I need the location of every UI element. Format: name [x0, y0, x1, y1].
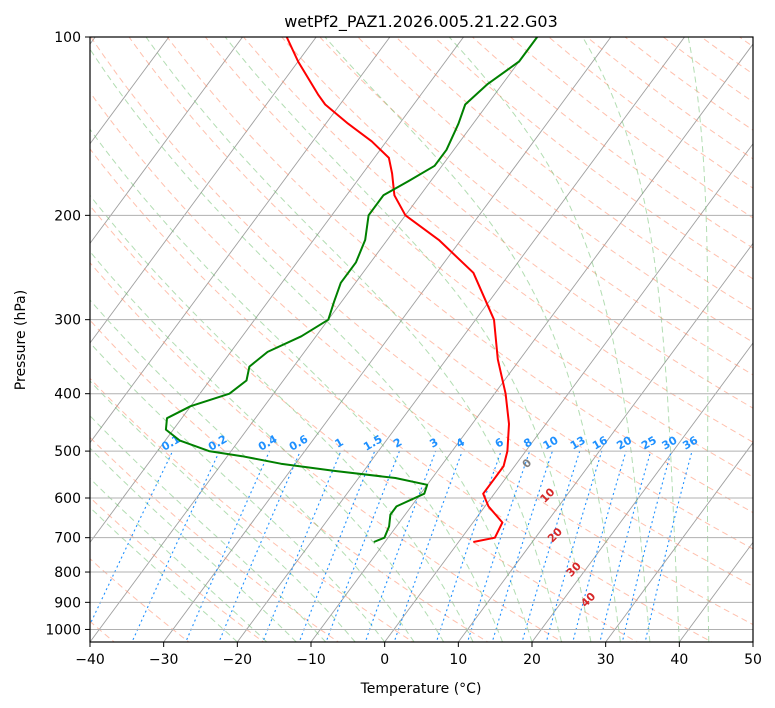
- y-tick-label: 600: [54, 491, 81, 507]
- x-tick-label: −20: [223, 652, 253, 668]
- isotherm-line: [90, 37, 538, 642]
- x-tick-label: −30: [149, 652, 179, 668]
- isotherm-line: [90, 37, 244, 245]
- isotherm-line: [90, 37, 391, 444]
- moist-adiabat-line: [90, 506, 238, 642]
- x-tick-label: 20: [523, 652, 541, 668]
- x-tick-label: −40: [75, 652, 105, 668]
- isotherm-line: [310, 43, 753, 642]
- mixing-ratio-line: [545, 450, 603, 642]
- mixing-ratio-line: [262, 450, 342, 642]
- y-tick-label: 1000: [45, 622, 81, 638]
- y-tick-label: 500: [54, 444, 81, 460]
- moist-adiabat-line: [145, 37, 562, 642]
- mixing-ratio-line: [131, 450, 220, 642]
- dry-adiabat-line: [90, 204, 639, 642]
- background-lines: [90, 37, 753, 642]
- isotherm-line: [605, 441, 753, 642]
- y-tick-label: 800: [54, 565, 81, 581]
- isotherm-line: [90, 37, 317, 344]
- x-tick-label: 10: [449, 652, 467, 668]
- mixing-ratio-line: [393, 450, 463, 642]
- mixing-ratio-line: [491, 450, 553, 642]
- moist-adiabat-line: [687, 37, 710, 642]
- mixing-ratio-line: [621, 450, 672, 642]
- isotherm-line: [236, 37, 686, 642]
- dry-adiabat-line: [90, 261, 564, 642]
- dry-adiabat-line: [90, 91, 753, 626]
- y-tick-label: 300: [54, 313, 81, 329]
- isotherm-line: [163, 37, 612, 642]
- plot-frame: [89, 36, 754, 643]
- moist-adiabat-line: [582, 37, 680, 642]
- moist-adiabat-line: [90, 194, 474, 642]
- y-tick-label: 900: [54, 595, 81, 611]
- mixing-ratio-line: [298, 450, 376, 642]
- dry-adiabat-line: [242, 37, 753, 443]
- mixing-ratio-line: [521, 450, 581, 642]
- dry-adiabat-line: [90, 37, 753, 587]
- mixing-ratio-line: [364, 450, 437, 642]
- moist-adiabat-line: [90, 447, 297, 642]
- y-tick-label: 100: [54, 30, 81, 46]
- moist-adiabat-line: [90, 380, 356, 642]
- moist-adiabat-line: [324, 37, 621, 642]
- dry-adiabat-line: [319, 37, 753, 376]
- y-tick-label: 700: [54, 531, 81, 547]
- mixing-ratio-line: [644, 450, 693, 642]
- mixing-ratio-line: [185, 450, 271, 642]
- isotherm-line: [531, 342, 753, 642]
- moist-adiabat-line: [90, 48, 533, 642]
- y-tick-label: 200: [54, 208, 81, 224]
- moist-adiabat-line: [224, 37, 592, 642]
- dry-adiabat-line: [90, 496, 265, 642]
- moist-adiabat-line: [448, 37, 651, 642]
- x-tick-label: 50: [744, 652, 762, 668]
- isotherm-line: [90, 37, 465, 544]
- x-tick-label: 40: [670, 652, 688, 668]
- isotherm-line: [384, 142, 753, 642]
- dry-adiabat-line: [90, 436, 340, 642]
- mixing-ratio-line: [572, 450, 627, 642]
- moist-adiabat-line: [90, 128, 503, 642]
- sounding-traces: [164, 37, 539, 543]
- temperature-trace: [285, 37, 510, 543]
- dry-adiabat-line: [90, 148, 713, 642]
- isotherm-line: [90, 37, 170, 145]
- mixing-ratio-line: [325, 450, 401, 642]
- x-axis-title: Temperature (°C): [360, 681, 482, 697]
- x-tick-label: −10: [296, 652, 326, 668]
- dry-adiabat-line: [433, 37, 753, 280]
- chart-title: wetPf2_PAZ1.2026.005.21.22.G03: [284, 12, 558, 32]
- mixing-ratio-line: [218, 450, 301, 642]
- moist-adiabat-line: [90, 415, 327, 642]
- dry-adiabat-line: [166, 37, 753, 514]
- mixing-ratio-line: [90, 450, 174, 626]
- dry-adiabat-line: [204, 37, 753, 478]
- dry-adiabat-line: [357, 37, 753, 343]
- y-axis-title: Pressure (hPa): [13, 290, 29, 390]
- mixing-ratio-line: [599, 450, 652, 642]
- dry-adiabat-line: [281, 37, 753, 409]
- x-tick-label: 0: [380, 652, 389, 668]
- dewpoint-trace: [164, 37, 539, 543]
- pressure-gridlines: [90, 37, 753, 630]
- moist-adiabat-line: [90, 299, 415, 642]
- mixing-ratio-line: [466, 450, 531, 642]
- dry-adiabat-line: [128, 37, 753, 550]
- axes: −40 −30 −20 −10 0 10 20 30 40 50 100 200 300 400 500 60…: [45, 30, 762, 668]
- x-tick-label: 30: [597, 652, 615, 668]
- y-tick-label: 400: [54, 387, 81, 403]
- dry-adiabat-line: [395, 37, 753, 311]
- moist-adiabat-line: [90, 477, 268, 642]
